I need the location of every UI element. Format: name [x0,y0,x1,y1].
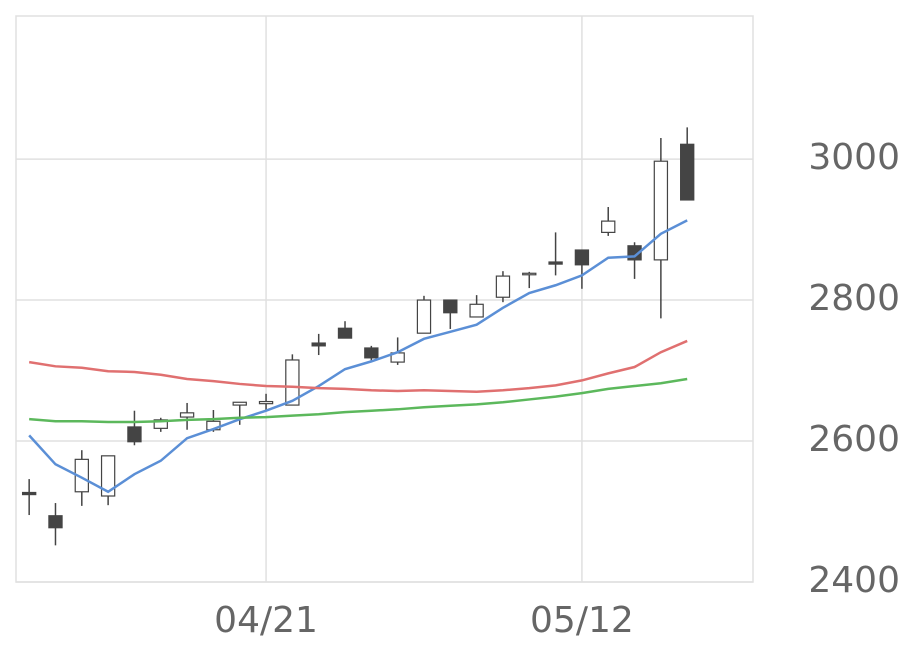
candle-body [495,275,511,298]
candle-body [680,143,695,201]
candle-body [416,299,432,334]
candle-body [548,261,563,265]
candle-body [100,455,116,497]
candle-body [311,342,326,347]
candle-body [443,299,458,314]
candle-body [469,303,484,318]
candle-body [153,419,168,429]
y-tick-label: 3000 [808,137,900,178]
candle-body [574,249,590,266]
x-tick-label: 04/21 [214,600,318,641]
x-tick-label: 05/12 [530,600,634,641]
y-tick-label: 2400 [808,560,900,601]
candle-body [258,400,274,405]
y-tick-label: 2800 [808,278,900,319]
candle-body [337,327,353,339]
candle-body [179,412,195,418]
moving-average-line [28,219,688,494]
candle-body [364,347,379,359]
plot-frame [15,15,754,583]
moving-average-line [29,377,688,424]
candle-body [285,359,300,406]
y-tick-label: 2600 [808,419,900,460]
candle-body [653,160,669,261]
candle-body [48,515,63,529]
candle-body [232,401,247,406]
moving-average-line [28,339,688,393]
candle-body [601,220,616,233]
candle-body [522,272,537,276]
candle-body [127,426,142,443]
candle-body [21,491,37,496]
